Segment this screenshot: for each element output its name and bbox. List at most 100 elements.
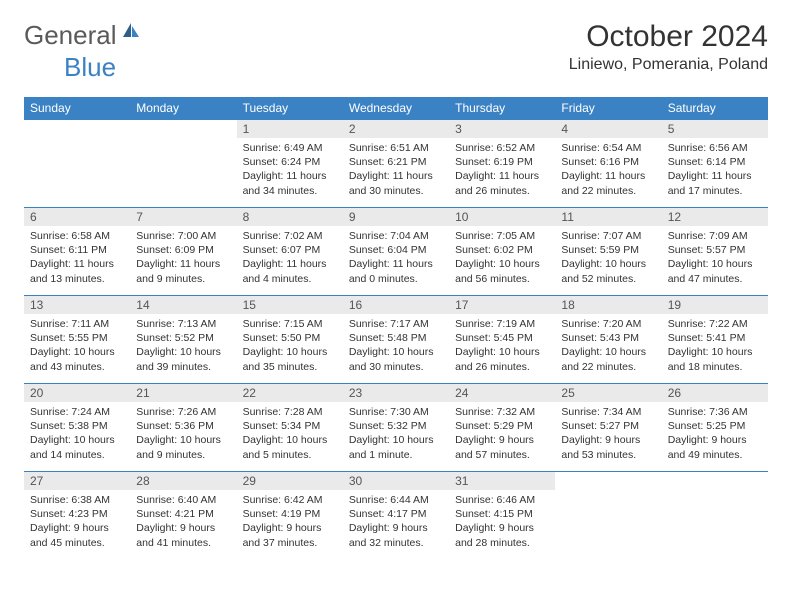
sunrise-text: Sunrise: 7:07 AM <box>561 229 655 243</box>
day-info: Sunrise: 6:42 AMSunset: 4:19 PMDaylight:… <box>237 490 343 554</box>
daylight-text: Daylight: 10 hours and 1 minute. <box>349 433 443 461</box>
daylight-text: Daylight: 9 hours and 28 minutes. <box>455 521 549 549</box>
day-number: 12 <box>662 208 768 226</box>
day-info: Sunrise: 7:17 AMSunset: 5:48 PMDaylight:… <box>343 314 449 378</box>
sunset-text: Sunset: 5:36 PM <box>136 419 230 433</box>
daylight-text: Daylight: 9 hours and 53 minutes. <box>561 433 655 461</box>
sunrise-text: Sunrise: 6:46 AM <box>455 493 549 507</box>
calendar-day-cell: 16Sunrise: 7:17 AMSunset: 5:48 PMDayligh… <box>343 296 449 384</box>
sunrise-text: Sunrise: 7:30 AM <box>349 405 443 419</box>
day-number: 29 <box>237 472 343 490</box>
calendar-day-cell: 21Sunrise: 7:26 AMSunset: 5:36 PMDayligh… <box>130 384 236 472</box>
day-number: 8 <box>237 208 343 226</box>
sunset-text: Sunset: 6:21 PM <box>349 155 443 169</box>
day-info: Sunrise: 7:00 AMSunset: 6:09 PMDaylight:… <box>130 226 236 290</box>
daylight-text: Daylight: 10 hours and 5 minutes. <box>243 433 337 461</box>
day-info: Sunrise: 6:38 AMSunset: 4:23 PMDaylight:… <box>24 490 130 554</box>
calendar-week-row: 13Sunrise: 7:11 AMSunset: 5:55 PMDayligh… <box>24 296 768 384</box>
sunset-text: Sunset: 6:04 PM <box>349 243 443 257</box>
sunset-text: Sunset: 6:16 PM <box>561 155 655 169</box>
day-number: 10 <box>449 208 555 226</box>
day-number: 18 <box>555 296 661 314</box>
day-info: Sunrise: 7:32 AMSunset: 5:29 PMDaylight:… <box>449 402 555 466</box>
calendar-table: Sunday Monday Tuesday Wednesday Thursday… <box>24 97 768 560</box>
calendar-day-cell: 31 Sunrise: 6:46 AMSunset: 4:15 PMDayligh… <box>449 472 555 560</box>
day-info: Sunrise: 7:02 AMSunset: 6:07 PMDaylight:… <box>237 226 343 290</box>
sunrise-text: Sunrise: 6:42 AM <box>243 493 337 507</box>
calendar-day-cell: 4Sunrise: 6:54 AMSunset: 6:16 PMDaylight… <box>555 120 661 208</box>
daylight-text: Daylight: 11 hours and 4 minutes. <box>243 257 337 285</box>
day-info: Sunrise: 7:19 AMSunset: 5:45 PMDaylight:… <box>449 314 555 378</box>
calendar-day-cell: 7Sunrise: 7:00 AMSunset: 6:09 PMDaylight… <box>130 208 236 296</box>
calendar-day-cell: 2Sunrise: 6:51 AMSunset: 6:21 PMDaylight… <box>343 120 449 208</box>
calendar-day-cell: 13Sunrise: 7:11 AMSunset: 5:55 PMDayligh… <box>24 296 130 384</box>
day-info: Sunrise: 7:15 AMSunset: 5:50 PMDaylight:… <box>237 314 343 378</box>
sunset-text: Sunset: 4:15 PM <box>455 507 549 521</box>
sunrise-text: Sunrise: 6:56 AM <box>668 141 762 155</box>
sunrise-text: Sunrise: 7:20 AM <box>561 317 655 331</box>
sunrise-text: Sunrise: 7:32 AM <box>455 405 549 419</box>
sunrise-text: Sunrise: 7:05 AM <box>455 229 549 243</box>
sunrise-text: Sunrise: 7:19 AM <box>455 317 549 331</box>
sunset-text: Sunset: 6:19 PM <box>455 155 549 169</box>
calendar-day-cell: 6Sunrise: 6:58 AMSunset: 6:11 PMDaylight… <box>24 208 130 296</box>
day-info: Sunrise: 7:24 AMSunset: 5:38 PMDaylight:… <box>24 402 130 466</box>
day-info: Sunrise: 6:56 AMSunset: 6:14 PMDaylight:… <box>662 138 768 202</box>
calendar-day-cell: 26Sunrise: 7:36 AMSunset: 5:25 PMDayligh… <box>662 384 768 472</box>
day-info: Sunrise: 6:51 AMSunset: 6:21 PMDaylight:… <box>343 138 449 202</box>
day-info: Sunrise: 7:30 AMSunset: 5:32 PMDaylight:… <box>343 402 449 466</box>
daylight-text: Daylight: 11 hours and 30 minutes. <box>349 169 443 197</box>
sunrise-text: Sunrise: 7:22 AM <box>668 317 762 331</box>
sunset-text: Sunset: 6:24 PM <box>243 155 337 169</box>
day-number: 1 <box>237 120 343 138</box>
weekday-header: Tuesday <box>237 97 343 120</box>
calendar-day-cell: 15Sunrise: 7:15 AMSunset: 5:50 PMDayligh… <box>237 296 343 384</box>
logo: General <box>24 20 143 51</box>
daylight-text: Daylight: 11 hours and 0 minutes. <box>349 257 443 285</box>
calendar-day-cell: 5Sunrise: 6:56 AMSunset: 6:14 PMDaylight… <box>662 120 768 208</box>
day-number: 16 <box>343 296 449 314</box>
calendar-day-cell: 29Sunrise: 6:42 AMSunset: 4:19 PMDayligh… <box>237 472 343 560</box>
sunset-text: Sunset: 5:52 PM <box>136 331 230 345</box>
daylight-text: Daylight: 10 hours and 26 minutes. <box>455 345 549 373</box>
day-info: Sunrise: 7:28 AMSunset: 5:34 PMDaylight:… <box>237 402 343 466</box>
day-info: Sunrise: 6:58 AMSunset: 6:11 PMDaylight:… <box>24 226 130 290</box>
daylight-text: Daylight: 9 hours and 32 minutes. <box>349 521 443 549</box>
daylight-text: Daylight: 10 hours and 47 minutes. <box>668 257 762 285</box>
day-number: 22 <box>237 384 343 402</box>
daylight-text: Daylight: 11 hours and 34 minutes. <box>243 169 337 197</box>
day-number: 20 <box>24 384 130 402</box>
day-number: 31 <box>449 472 555 490</box>
calendar-week-row: 20Sunrise: 7:24 AMSunset: 5:38 PMDayligh… <box>24 384 768 472</box>
daylight-text: Daylight: 11 hours and 13 minutes. <box>30 257 124 285</box>
sunset-text: Sunset: 5:25 PM <box>668 419 762 433</box>
day-number: 13 <box>24 296 130 314</box>
sunrise-text: Sunrise: 7:00 AM <box>136 229 230 243</box>
daylight-text: Daylight: 10 hours and 43 minutes. <box>30 345 124 373</box>
day-info: Sunrise: 7:13 AMSunset: 5:52 PMDaylight:… <box>130 314 236 378</box>
sunrise-text: Sunrise: 6:54 AM <box>561 141 655 155</box>
sunset-text: Sunset: 5:43 PM <box>561 331 655 345</box>
sunrise-text: Sunrise: 7:26 AM <box>136 405 230 419</box>
weekday-header-row: Sunday Monday Tuesday Wednesday Thursday… <box>24 97 768 120</box>
sunrise-text: Sunrise: 6:38 AM <box>30 493 124 507</box>
sunset-text: Sunset: 5:34 PM <box>243 419 337 433</box>
day-number: 2 <box>343 120 449 138</box>
calendar-day-cell: 28Sunrise: 6:40 AMSunset: 4:21 PMDayligh… <box>130 472 236 560</box>
sunset-text: Sunset: 5:41 PM <box>668 331 762 345</box>
day-info: Sunrise: 6:44 AMSunset: 4:17 PMDaylight:… <box>343 490 449 554</box>
sunrise-text: Sunrise: 7:13 AM <box>136 317 230 331</box>
day-info: Sunrise: 7:09 AMSunset: 5:57 PMDaylight:… <box>662 226 768 290</box>
weekday-header: Friday <box>555 97 661 120</box>
logo-sail-icon <box>121 21 141 44</box>
daylight-text: Daylight: 11 hours and 17 minutes. <box>668 169 762 197</box>
calendar-week-row: 1Sunrise: 6:49 AMSunset: 6:24 PMDaylight… <box>24 120 768 208</box>
sunset-text: Sunset: 4:17 PM <box>349 507 443 521</box>
day-info: Sunrise: 7:36 AMSunset: 5:25 PMDaylight:… <box>662 402 768 466</box>
day-number: 11 <box>555 208 661 226</box>
calendar-day-cell: 3Sunrise: 6:52 AMSunset: 6:19 PMDaylight… <box>449 120 555 208</box>
day-info: Sunrise: 6:49 AMSunset: 6:24 PMDaylight:… <box>237 138 343 202</box>
day-number: 23 <box>343 384 449 402</box>
day-info: Sunrise: 6:52 AMSunset: 6:19 PMDaylight:… <box>449 138 555 202</box>
day-info: Sunrise: 7:05 AMSunset: 6:02 PMDaylight:… <box>449 226 555 290</box>
